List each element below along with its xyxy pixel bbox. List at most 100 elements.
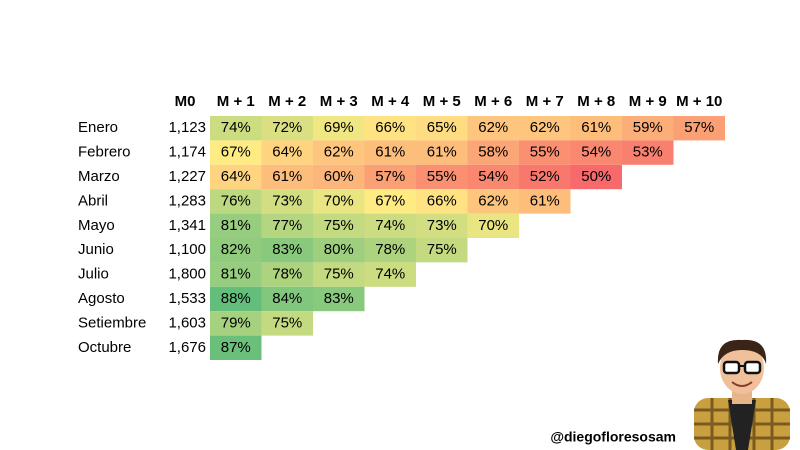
cell-label: 62% <box>324 144 354 161</box>
heat-cell <box>261 116 313 141</box>
m0-value: 1,533 <box>168 290 206 307</box>
heat-cell <box>210 262 262 287</box>
cell-label: 76% <box>221 192 251 209</box>
heat-cell <box>570 164 622 190</box>
heat-cell <box>467 140 519 165</box>
cell-label: 82% <box>221 241 251 258</box>
cell-label: 62% <box>530 119 560 136</box>
cell-label: 57% <box>684 119 714 136</box>
cell-label: 77% <box>272 217 302 234</box>
heat-cell <box>261 238 313 263</box>
heat-cell <box>467 213 519 238</box>
heat-cell <box>261 262 313 287</box>
m0-value: 1,227 <box>168 168 206 185</box>
cell-label: 50% <box>581 168 611 185</box>
heat-cell <box>261 189 313 214</box>
heat-cell <box>261 311 313 336</box>
cell-label: 75% <box>324 217 354 234</box>
heat-cell <box>467 116 519 141</box>
cell-label: 54% <box>478 168 508 185</box>
heat-cell <box>519 116 571 141</box>
heat-cell <box>622 116 674 141</box>
heat-cell <box>261 286 313 312</box>
heat-cell <box>416 189 468 214</box>
heat-cell <box>622 140 674 165</box>
row-label: Mayo <box>78 217 115 234</box>
cell-label: 75% <box>427 241 457 258</box>
cell-label: 61% <box>272 168 302 185</box>
cell-label: 55% <box>530 144 560 161</box>
cell-label: 73% <box>272 192 302 209</box>
m0-value: 1,603 <box>168 314 206 331</box>
cell-label: 53% <box>633 144 663 161</box>
cell-label: 78% <box>375 241 405 258</box>
heat-cell <box>519 140 571 165</box>
credit: @diegofloresosam <box>550 429 676 445</box>
heat-cell <box>364 116 416 141</box>
heat-cell <box>261 213 313 238</box>
cell-label: 58% <box>478 144 508 161</box>
row-label: Octubre <box>78 339 131 356</box>
cell-label: 57% <box>375 168 405 185</box>
column-header: M + 5 <box>423 93 461 110</box>
row-label: Agosto <box>78 290 125 307</box>
column-header: M + 3 <box>320 93 358 110</box>
heat-cell <box>570 140 622 165</box>
heat-cell <box>210 189 262 214</box>
cell-label: 62% <box>478 119 508 136</box>
heat-cell <box>416 140 468 165</box>
cell-label: 61% <box>427 144 457 161</box>
heat-cell <box>313 164 365 190</box>
column-header: M + 8 <box>577 93 615 110</box>
cell-label: 64% <box>272 144 302 161</box>
m0-value: 1,123 <box>168 119 206 136</box>
cell-label: 66% <box>427 192 457 209</box>
heat-cell <box>364 238 416 263</box>
cell-label: 74% <box>221 119 251 136</box>
cell-label: 59% <box>633 119 663 136</box>
cell-label: 73% <box>427 217 457 234</box>
cell-label: 55% <box>427 168 457 185</box>
column-header: M + 9 <box>629 93 667 110</box>
heat-cell <box>313 262 365 287</box>
heat-cell <box>570 116 622 141</box>
heat-cell <box>313 116 365 141</box>
heat-cell <box>519 189 571 214</box>
cell-label: 81% <box>221 266 251 283</box>
cell-label: 81% <box>221 217 251 234</box>
cell-label: 78% <box>272 266 302 283</box>
column-header: M + 10 <box>676 93 722 110</box>
m0-value: 1,676 <box>168 339 206 356</box>
cell-label: 74% <box>375 266 405 283</box>
row-label: Junio <box>78 241 114 258</box>
cell-label: 67% <box>221 144 251 161</box>
heat-cell <box>364 262 416 287</box>
heat-cell <box>313 238 365 263</box>
cell-label: 67% <box>375 192 405 209</box>
m0-value: 1,283 <box>168 192 206 209</box>
cell-label: 88% <box>221 290 251 307</box>
cell-label: 61% <box>375 144 405 161</box>
cell-label: 75% <box>324 266 354 283</box>
cell-label: 79% <box>221 314 251 331</box>
heat-cell <box>416 164 468 190</box>
cell-label: 52% <box>530 168 560 185</box>
row-label: Marzo <box>78 168 120 185</box>
heat-cell <box>416 213 468 238</box>
cell-label: 83% <box>272 241 302 258</box>
column-header: M + 2 <box>268 93 306 110</box>
cell-label: 66% <box>375 119 405 136</box>
heat-cell <box>467 189 519 214</box>
row-label: Julio <box>78 266 109 283</box>
column-header: M + 6 <box>474 93 512 110</box>
heat-cell <box>313 213 365 238</box>
heat-cell <box>210 164 262 190</box>
row-label: Enero <box>78 119 118 136</box>
cell-label: 70% <box>478 217 508 234</box>
heat-cell <box>467 164 519 190</box>
heat-cell <box>364 213 416 238</box>
heat-cell <box>416 238 468 263</box>
heat-cell <box>364 164 416 190</box>
cell-label: 83% <box>324 290 354 307</box>
heat-cell <box>210 140 262 165</box>
